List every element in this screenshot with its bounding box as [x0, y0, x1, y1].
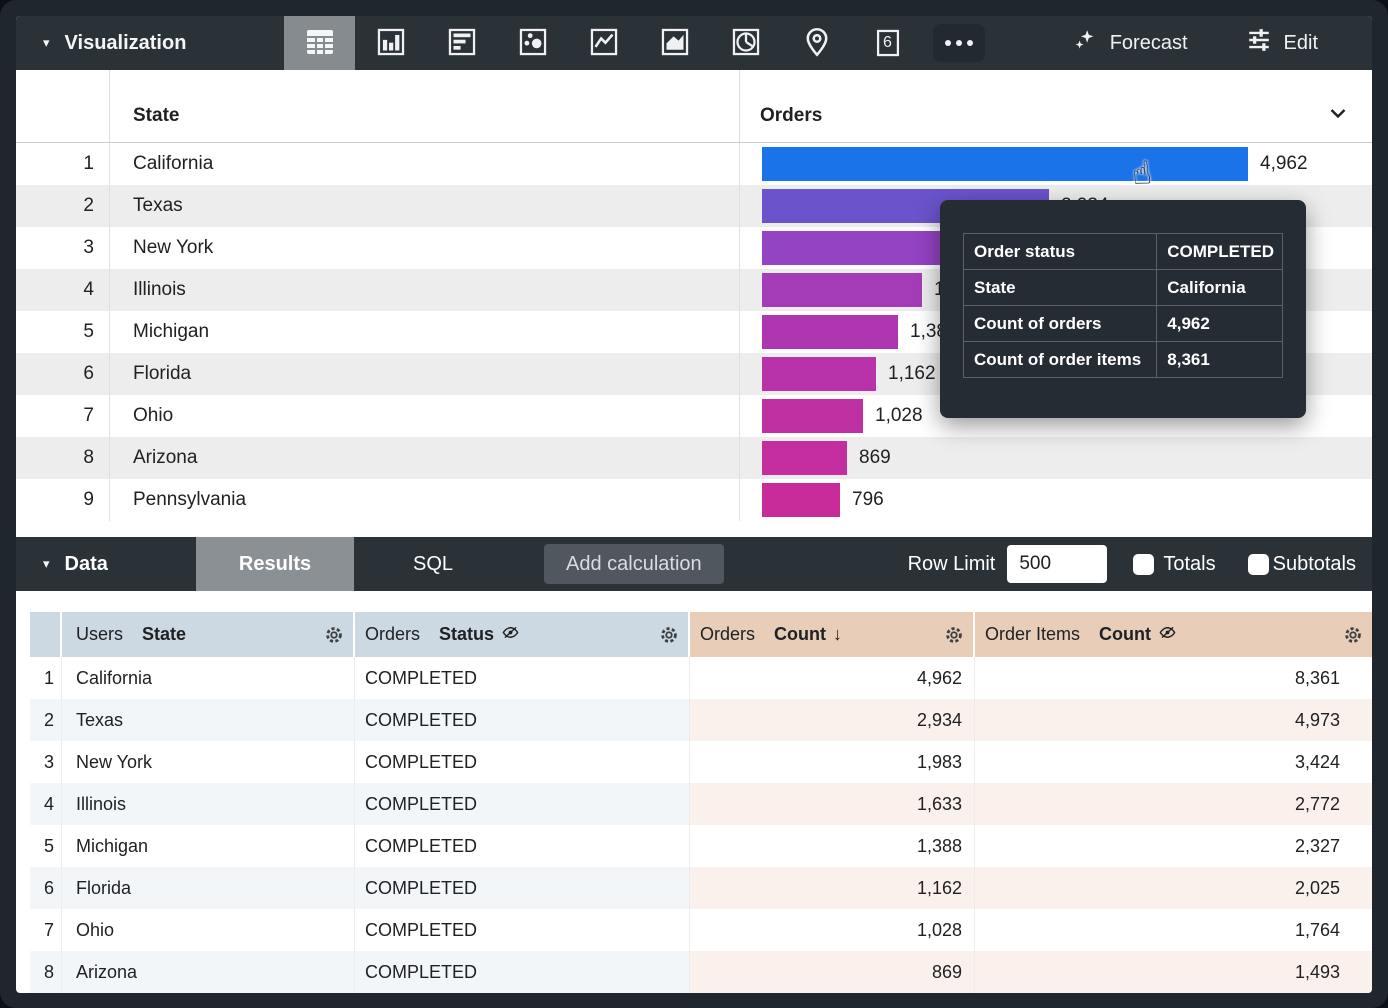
viz-type-single-value-button[interactable]: 6	[852, 16, 923, 70]
row-limit-input[interactable]	[1007, 545, 1108, 583]
orders-bar[interactable]	[762, 483, 840, 517]
order-items-count-column-header[interactable]: Order Items Count	[975, 612, 1372, 657]
visualization-toolbar: ▾ Visualization	[16, 16, 1372, 70]
viz-type-pie-chart-button[interactable]	[710, 16, 781, 70]
bar-chart-icon	[445, 25, 479, 62]
orders-bar[interactable]	[762, 357, 876, 391]
chevron-down-icon[interactable]	[1330, 102, 1346, 124]
orders-bar[interactable]	[762, 399, 863, 433]
orders-bar[interactable]	[762, 231, 956, 265]
table-row[interactable]: 2 Texas COMPLETED 2,934 4,973	[30, 699, 1372, 741]
data-title: Data	[64, 552, 108, 575]
edit-label: Edit	[1283, 31, 1318, 54]
caret-down-icon: ▾	[43, 556, 50, 571]
table-icon	[303, 27, 337, 60]
sparkle-icon	[1072, 27, 1098, 59]
orders-count-column-header[interactable]: Orders Count ↓	[690, 612, 975, 657]
hidden-field-eye-slash-icon	[1158, 624, 1177, 645]
mouse-pointer-hand-icon: ☝	[1130, 154, 1154, 192]
add-calculation-button[interactable]: Add calculation	[544, 544, 724, 584]
orders-status-column-header[interactable]: Orders Status	[355, 612, 690, 657]
results-table-header: Users State Orders Status Orders Count ↓…	[30, 612, 1372, 657]
results-table-body: 1 California COMPLETED 4,962 8,361 2 Texas COM…	[16, 657, 1372, 993]
table-row[interactable]: 7 Ohio COMPLETED 1,028 1,764	[30, 909, 1372, 951]
viz-type-more-button[interactable]	[923, 16, 994, 70]
visualization-section-toggle[interactable]: ▾ Visualization	[16, 16, 284, 70]
data-section-toggle[interactable]: ▾ Data	[16, 537, 196, 591]
toolbar-actions: Forecast Edit	[1072, 16, 1372, 70]
forecast-label: Forecast	[1109, 31, 1188, 54]
data-toolbar-right: Row Limit Totals Subtotals	[908, 537, 1372, 591]
viz-row-number-column-header	[16, 70, 110, 142]
forecast-button[interactable]: Forecast	[1072, 27, 1188, 59]
viz-type-line-chart-button[interactable]	[568, 16, 639, 70]
orders-bar[interactable]	[762, 273, 922, 307]
viz-table-row[interactable]: 5 Michigan 1,388	[16, 311, 1372, 353]
scatterplot-icon	[516, 25, 550, 62]
tune-icon	[1246, 27, 1272, 59]
viz-type-table-button[interactable]	[284, 16, 355, 70]
tab-results[interactable]: Results	[196, 537, 354, 591]
viz-table-row[interactable]: 7 Ohio 1,028	[16, 395, 1372, 437]
single-value-icon: 6	[873, 26, 903, 60]
bar-hover-tooltip: Order status COMPLETED State California Co…	[940, 200, 1306, 418]
subtotals-label: Subtotals	[1272, 552, 1356, 575]
table-row[interactable]: 5 Michigan COMPLETED 1,388 2,327	[30, 825, 1372, 867]
hidden-field-eye-slash-icon	[501, 624, 520, 645]
caret-down-icon: ▾	[43, 35, 50, 50]
line-chart-icon	[587, 25, 621, 62]
viz-state-column-header[interactable]: State	[110, 70, 740, 142]
visualization-title: Visualization	[64, 31, 187, 54]
gear-icon[interactable]	[943, 624, 965, 646]
viz-table-row[interactable]: 9 Pennsylvania 796	[16, 479, 1372, 521]
orders-bar[interactable]	[762, 315, 898, 349]
totals-checkbox[interactable]	[1133, 553, 1155, 575]
subtotals-checkbox[interactable]	[1247, 553, 1269, 575]
viz-type-column-chart-button[interactable]	[355, 16, 426, 70]
data-toolbar: ▾ Data Results SQL Add calculation Row L…	[16, 537, 1372, 591]
area-chart-icon	[658, 25, 692, 62]
users-state-column-header[interactable]: Users State	[62, 612, 355, 657]
table-row[interactable]: 6 Florida COMPLETED 1,162 2,025	[30, 867, 1372, 909]
gear-icon[interactable]	[323, 624, 345, 646]
viz-orders-column-header[interactable]: Orders	[740, 70, 1372, 142]
column-chart-icon	[374, 25, 408, 62]
row-number-column-header	[30, 612, 62, 657]
sort-desc-arrow-icon[interactable]: ↓	[833, 624, 843, 644]
orders-bar[interactable]	[762, 147, 1248, 181]
pie-chart-icon	[729, 25, 763, 62]
table-row[interactable]: 3 New York COMPLETED 1,983 3,424	[30, 741, 1372, 783]
viz-table-header: State Orders	[16, 70, 1372, 143]
row-limit-label: Row Limit	[907, 552, 996, 575]
orders-bar[interactable]	[762, 441, 847, 475]
totals-label: Totals	[1163, 552, 1216, 575]
ellipsis-icon	[932, 24, 985, 62]
explore-content: ▾ Visualization	[16, 16, 1372, 993]
table-row[interactable]: 1 California COMPLETED 4,962 8,361	[30, 657, 1372, 699]
viz-type-bar-chart-button[interactable]	[426, 16, 497, 70]
tooltip-table: Order status COMPLETED State California Co…	[962, 233, 1283, 378]
viz-table-row[interactable]: 8 Arizona 869	[16, 437, 1372, 479]
viz-type-picker: 6	[284, 16, 994, 70]
edit-button[interactable]: Edit	[1246, 27, 1318, 59]
tab-sql[interactable]: SQL	[354, 537, 512, 591]
viz-table-row[interactable]: 1 California 4,962	[16, 143, 1372, 185]
gear-icon[interactable]	[658, 624, 680, 646]
viz-type-scatterplot-button[interactable]	[497, 16, 568, 70]
viz-type-area-chart-button[interactable]	[639, 16, 710, 70]
map-pin-icon	[800, 25, 834, 62]
table-row[interactable]: 4 Illinois COMPLETED 1,633 2,772	[30, 783, 1372, 825]
gear-icon[interactable]	[1342, 624, 1364, 646]
table-row[interactable]: 8 Arizona COMPLETED 869 1,493	[30, 951, 1372, 993]
viz-type-map-button[interactable]	[781, 16, 852, 70]
